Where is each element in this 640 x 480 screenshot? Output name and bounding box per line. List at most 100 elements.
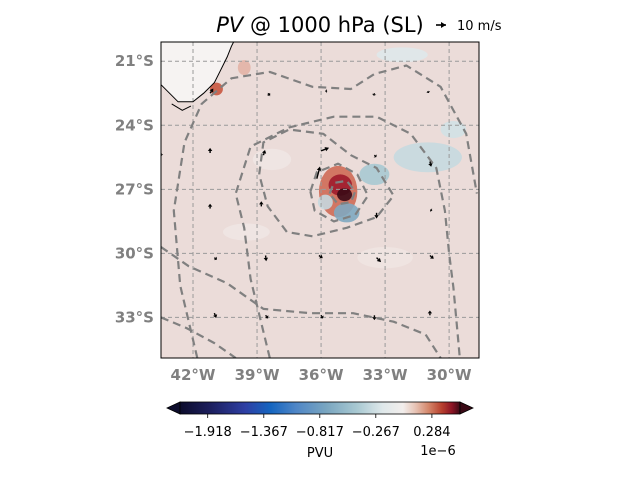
title-variable: PV [216,13,245,37]
contour-line [161,246,442,358]
lat-tick-label: 33°S [115,308,154,326]
map-gridlines [161,42,479,358]
pv-anomaly-patch [337,188,353,202]
wind-vector-head [374,215,379,219]
wind-vector-shaft [373,154,376,157]
wind-vector [430,208,433,213]
wind-vector [261,150,267,156]
title-rest: @ 1000 hPa (SL) [243,13,423,37]
wind-vector [316,166,322,179]
wind-vector-head [261,150,267,154]
chart-title: PV @ 1000 hPa (SL) [216,13,424,37]
wind-vector [259,201,264,207]
pv-anomaly-patch [317,194,333,210]
wind-vector-head [326,88,328,94]
wind-vector-head [319,315,324,319]
wind-vector-head [373,154,377,158]
wind-vector [263,255,269,262]
coastline-segment [171,103,192,111]
lon-tick-label: 30°W [427,366,472,384]
pv-anomaly-patch [440,121,467,139]
wind-vector [373,154,377,158]
wind-vector-shaft [213,257,216,259]
lon-tick-label: 33°W [363,366,408,384]
wind-vector-head [213,314,218,318]
colorbar-tick-label: −1.918 [184,425,232,440]
wind-vector-shaft [376,257,379,260]
wind-vector-head [372,93,377,96]
colorbar-offset-label: 1e−6 [420,444,455,459]
wind-vector [213,312,218,318]
quiver-key: 10 m/s [436,19,502,34]
wind-vector-head [372,317,377,321]
wind-vector-shaft [320,314,323,317]
longitude-labels: 42°W 39°W 36°W 33°W 30°W [171,366,472,384]
wind-vector-head [319,254,323,259]
wind-vector-head [264,315,269,319]
wind-vector [207,203,213,209]
wind-vector-head [430,255,434,259]
wind-vector-shaft [209,90,212,94]
wind-vector-head [430,208,433,213]
lat-tick-label: 30°S [115,244,154,262]
colorbar: −1.918 −1.367 −0.817 −0.267 0.284 PVU 1e−6 [166,401,474,461]
pv-anomaly-patch [252,148,292,171]
wind-vector-shaft [213,312,216,316]
wind-vector [161,153,164,157]
wind-vector-shaft [318,254,321,258]
colorbar-gradient [179,401,461,415]
lat-tick-label: 24°S [115,116,154,134]
quiver-key-arrowhead [441,22,446,28]
wind-vector-head [207,203,213,207]
map-frame [160,41,480,359]
wind-vector-head [427,310,433,314]
colorbar-label: PVU [307,446,333,461]
wind-vector-head [426,90,431,94]
wind-vector-shaft [316,170,320,179]
lon-tick-label: 39°W [235,366,280,384]
wind-vector-head [316,166,322,171]
colorbar-ticks: −1.918 −1.367 −0.817 −0.267 0.284 [184,414,451,440]
colorbar-extend-high [459,401,474,415]
wind-vector-shaft [262,152,265,156]
wind-vector-shaft [265,314,268,318]
wind-vector-head [214,256,217,261]
colorbar-tick-label: −0.817 [296,425,344,440]
wind-vector-head [161,154,164,157]
lon-tick-label: 42°W [171,366,216,384]
wind-vector [207,147,213,154]
pv-anomaly-patch [359,163,390,186]
colorbar-tick-label: −0.267 [352,425,400,440]
land-polygon [161,42,234,102]
pv-anomaly-patch [333,203,360,223]
contour-line [309,162,370,223]
wind-vector-shaft [429,254,432,258]
wind-vector [427,310,433,316]
wind-vector [209,88,214,94]
wind-vector [374,212,379,219]
colorbar-tick-label: 0.284 [413,425,450,440]
wind-vector [372,315,377,321]
wind-vector-shaft [267,94,270,96]
contour-line [161,316,237,358]
wind-vector [372,93,377,96]
lat-tick-label: 27°S [115,180,154,198]
wind-vector [376,257,382,263]
wind-vector [264,314,269,319]
colorbar-tick-label: −1.367 [240,425,288,440]
wind-vector [319,314,324,319]
map-axes: 21°S 24°S 27°S 30°S 33°S 42°W 39°W 36°W 33°W 30°… [115,41,480,384]
wind-vector [429,254,434,259]
wind-vector-head [209,88,214,93]
pv-anomaly-patch [222,223,270,241]
wind-vector-head [376,257,382,263]
wind-vector-head [259,201,264,205]
wind-vector-head [263,257,269,262]
wind-vector [325,88,328,94]
latitude-labels: 21°S 24°S 27°S 30°S 33°S [115,52,154,326]
wind-vector [426,90,431,94]
wind-vector [428,161,433,167]
contour-line [234,115,461,358]
wind-vectors [161,88,434,321]
